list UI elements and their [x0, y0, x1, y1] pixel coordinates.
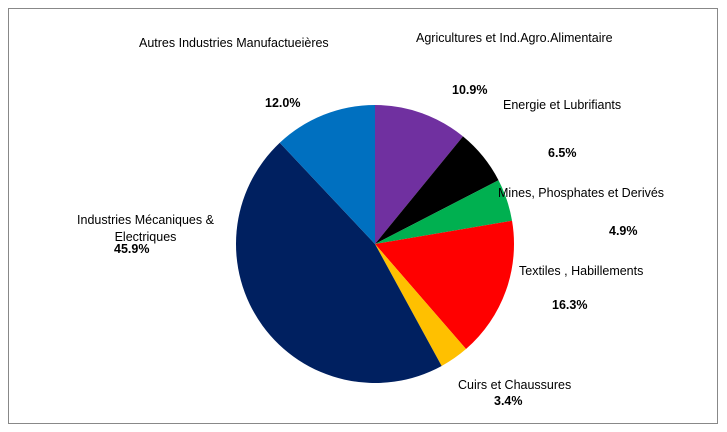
slice-label-5: Industries Mécaniques & Electriques: [77, 213, 214, 244]
slice-value-label-5: 45.9%: [114, 242, 150, 256]
slice-label-3: Textiles , Habillements: [519, 264, 644, 278]
slice-label-4: Cuirs et Chaussures: [458, 378, 572, 392]
slice-value-label-6: 12.0%: [265, 96, 301, 110]
pie-slice-2: [375, 180, 513, 244]
pie-slice-3: [375, 220, 514, 350]
slice-value-label-3: 16.3%: [552, 298, 588, 312]
pie-slice-5: [235, 142, 442, 384]
slice-label-0: Agricultures et Ind.Agro.Alimentaire: [416, 31, 613, 45]
chart-frame: [8, 8, 718, 424]
pie-slice-1: [375, 136, 499, 244]
slice-value-label-0: 10.9%: [452, 83, 488, 97]
pie-slice-0: [375, 105, 464, 244]
slice-value-label-2: 4.9%: [609, 224, 638, 238]
slice-label-6: Autres Industries Manufactueières: [139, 36, 329, 50]
slice-value-label-4: 3.4%: [494, 394, 523, 408]
slice-label-1: Energie et Lubrifiants: [503, 98, 622, 112]
slice-label-2: Mines, Phosphates et Derivés: [498, 186, 665, 200]
slice-value-label-1: 6.5%: [548, 146, 577, 160]
pie-slice-4: [375, 244, 467, 366]
pie-slice-6: [279, 105, 375, 244]
